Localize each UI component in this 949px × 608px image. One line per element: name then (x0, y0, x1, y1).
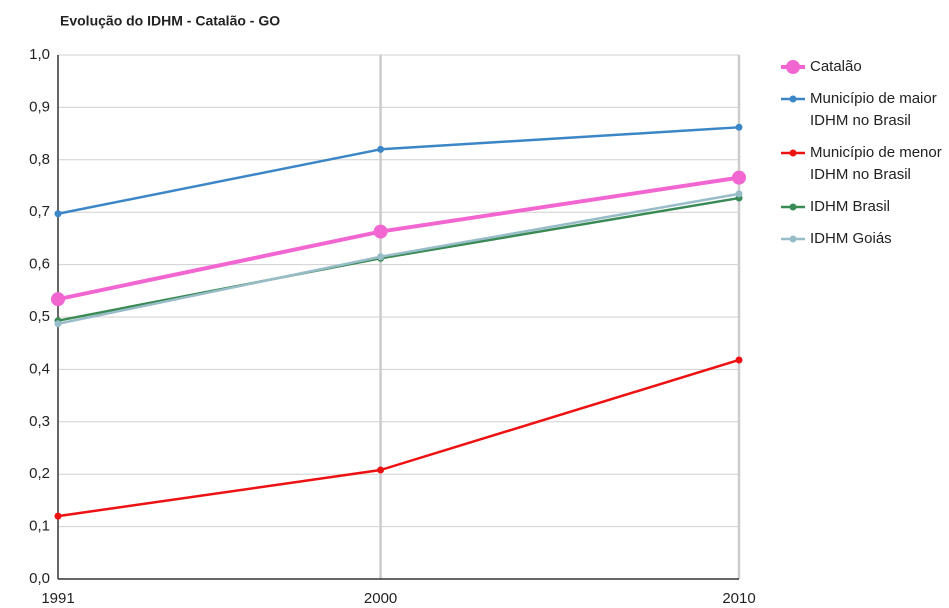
data-point (732, 170, 746, 185)
legend-marker (786, 60, 800, 74)
legend-swatch (781, 235, 805, 243)
y-tick-label: 0,9 (29, 98, 50, 115)
y-tick-label: 0,6 (29, 256, 50, 273)
series-line (57, 358, 740, 518)
legend-entry: IDHM Goiás (780, 228, 948, 250)
y-tick-label: 0,8 (29, 151, 50, 168)
legend-label: Catalão (810, 58, 862, 75)
series-line (57, 192, 740, 326)
y-tick-label: 0,5 (29, 308, 50, 325)
legend-swatch (781, 149, 805, 157)
y-tick-label: 0,3 (29, 413, 50, 430)
x-tick-label: 1991 (41, 590, 74, 607)
y-tick-label: 1,0 (29, 46, 50, 63)
legend-marker (789, 203, 797, 211)
data-point (373, 224, 388, 239)
legend-label: IDHM Goiás (810, 230, 892, 247)
data-point (54, 512, 62, 520)
legend-marker (789, 95, 797, 103)
y-tick-label: 0,4 (29, 360, 50, 377)
x-tick-label: 2000 (364, 590, 397, 607)
y-tick-label: 0,7 (29, 203, 50, 220)
legend-entry: Município de maior IDHM no Brasil (780, 88, 948, 132)
legend-marker (789, 149, 797, 157)
legend-swatch (781, 95, 805, 103)
legend-entry: Município de menor IDHM no Brasil (780, 142, 948, 186)
data-point (377, 253, 385, 261)
legend-entry: Catalão (780, 56, 948, 78)
y-tick-label: 0,0 (29, 570, 50, 587)
legend-swatch (781, 60, 805, 74)
legend-label: Município de menor IDHM no Brasil (810, 144, 942, 183)
x-tick-label: 2010 (722, 590, 755, 607)
chart-title: Evolução do IDHM - Catalão - GO (60, 13, 280, 29)
data-point (735, 190, 743, 198)
data-point (377, 466, 385, 474)
legend: Catalão Município de maior IDHM no Brasil… (780, 56, 948, 260)
y-tick-label: 0,1 (29, 518, 50, 535)
legend-label: IDHM Brasil (810, 198, 891, 215)
data-point (54, 320, 62, 328)
legend-label: Município de maior IDHM no Brasil (810, 90, 937, 129)
series-line (57, 126, 740, 215)
y-tick-label: 0,2 (29, 465, 50, 482)
legend-swatch (781, 203, 805, 211)
series-line (57, 175, 740, 302)
legend-marker (789, 235, 797, 243)
data-point (735, 123, 743, 131)
data-point (51, 292, 65, 307)
data-point (735, 356, 743, 364)
legend-entry: IDHM Brasil (780, 196, 948, 218)
data-point (54, 210, 62, 218)
data-point (377, 145, 385, 153)
